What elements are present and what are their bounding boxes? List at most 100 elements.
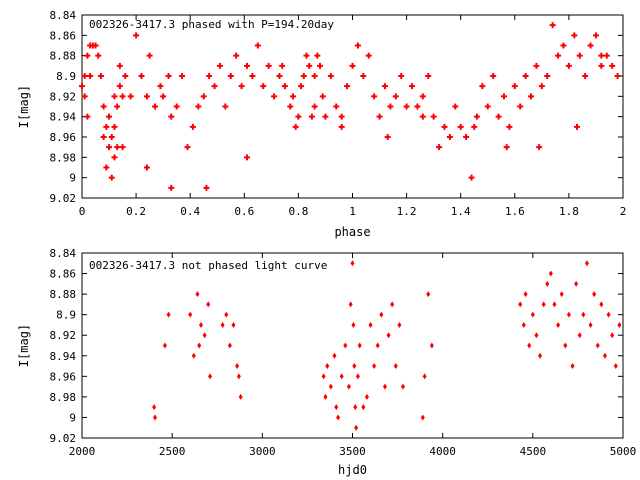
data-point <box>559 291 564 298</box>
data-points <box>79 22 621 191</box>
data-point <box>195 103 202 110</box>
data-point <box>592 291 597 298</box>
data-point <box>534 332 539 339</box>
data-point <box>119 144 126 151</box>
data-point <box>116 83 123 90</box>
data-point <box>138 73 145 79</box>
data-point <box>595 342 600 349</box>
data-point <box>610 332 615 339</box>
data-point <box>457 123 464 130</box>
data-point <box>403 103 410 110</box>
data-point <box>560 42 567 49</box>
data-point <box>328 383 333 390</box>
data-point <box>452 103 459 110</box>
data-point <box>319 93 326 100</box>
data-point <box>108 174 115 181</box>
data-point <box>495 113 502 120</box>
data-point <box>191 352 196 359</box>
data-point <box>152 404 157 411</box>
data-point <box>303 52 310 59</box>
data-point <box>527 342 532 349</box>
data-point <box>544 73 551 79</box>
data-point <box>122 73 129 79</box>
x-axis-label: phase <box>334 225 370 239</box>
data-point <box>511 83 518 90</box>
data-point <box>206 73 213 79</box>
data-point <box>430 113 437 120</box>
data-point <box>146 52 153 59</box>
data-point <box>152 103 159 110</box>
data-point <box>397 321 402 328</box>
data-point <box>260 83 267 90</box>
data-point <box>565 62 572 69</box>
data-point <box>350 260 355 267</box>
data-point <box>276 73 283 79</box>
data-point <box>506 123 513 130</box>
data-point <box>287 103 294 110</box>
data-point <box>298 83 305 90</box>
data-point <box>106 113 113 120</box>
data-point <box>317 62 324 69</box>
data-point <box>581 311 586 318</box>
chart-title: 002326-3417.3 not phased light curve <box>89 259 327 272</box>
x-tick-label: 1.6 <box>505 205 525 218</box>
data-point <box>368 321 373 328</box>
data-point <box>384 134 391 140</box>
data-point <box>387 103 394 110</box>
data-point <box>308 113 315 120</box>
data-point <box>222 103 229 110</box>
data-points <box>152 260 622 431</box>
data-point <box>352 363 357 370</box>
x-tick-label: 0.4 <box>180 205 200 218</box>
data-point <box>441 123 448 130</box>
x-tick-label: 0.8 <box>288 205 308 218</box>
data-point <box>386 332 391 339</box>
data-point <box>351 321 356 328</box>
data-point <box>162 342 167 349</box>
data-point <box>160 93 167 100</box>
data-point <box>500 93 507 100</box>
data-point <box>599 301 604 308</box>
data-point <box>231 321 236 328</box>
data-point <box>577 332 582 339</box>
data-point <box>254 42 261 49</box>
data-point <box>533 62 540 69</box>
data-point <box>216 62 223 69</box>
data-point <box>420 414 425 421</box>
data-point <box>84 52 91 59</box>
data-point <box>479 83 486 90</box>
data-point <box>536 144 543 151</box>
data-point <box>189 123 196 130</box>
x-tick-label: 3500 <box>339 445 366 458</box>
data-point <box>541 301 546 308</box>
data-point <box>165 73 172 79</box>
data-point <box>224 311 229 318</box>
y-tick-label: 8.9 <box>56 70 76 83</box>
data-point <box>133 32 140 39</box>
data-point <box>311 103 318 110</box>
data-point <box>95 52 102 59</box>
data-point <box>471 123 478 130</box>
data-point <box>143 93 150 100</box>
x-tick-label: 0.2 <box>126 205 146 218</box>
x-axis-label: hjd0 <box>338 463 367 477</box>
data-point <box>570 363 575 370</box>
data-point <box>463 134 470 140</box>
data-point <box>446 134 453 140</box>
y-tick-label: 9 <box>69 411 76 424</box>
data-point <box>227 342 232 349</box>
y-axis-label: I[mag] <box>17 85 31 128</box>
y-tick-label: 8.84 <box>50 9 77 22</box>
data-point <box>376 113 383 120</box>
data-point <box>598 52 605 59</box>
data-point <box>202 332 207 339</box>
data-point <box>552 301 557 308</box>
data-point <box>603 52 610 59</box>
data-point <box>381 83 388 90</box>
data-point <box>556 321 561 328</box>
data-point <box>114 103 121 110</box>
data-point <box>97 73 104 79</box>
data-point <box>574 123 581 130</box>
y-tick-label: 9.02 <box>50 192 77 205</box>
data-point <box>338 113 345 120</box>
